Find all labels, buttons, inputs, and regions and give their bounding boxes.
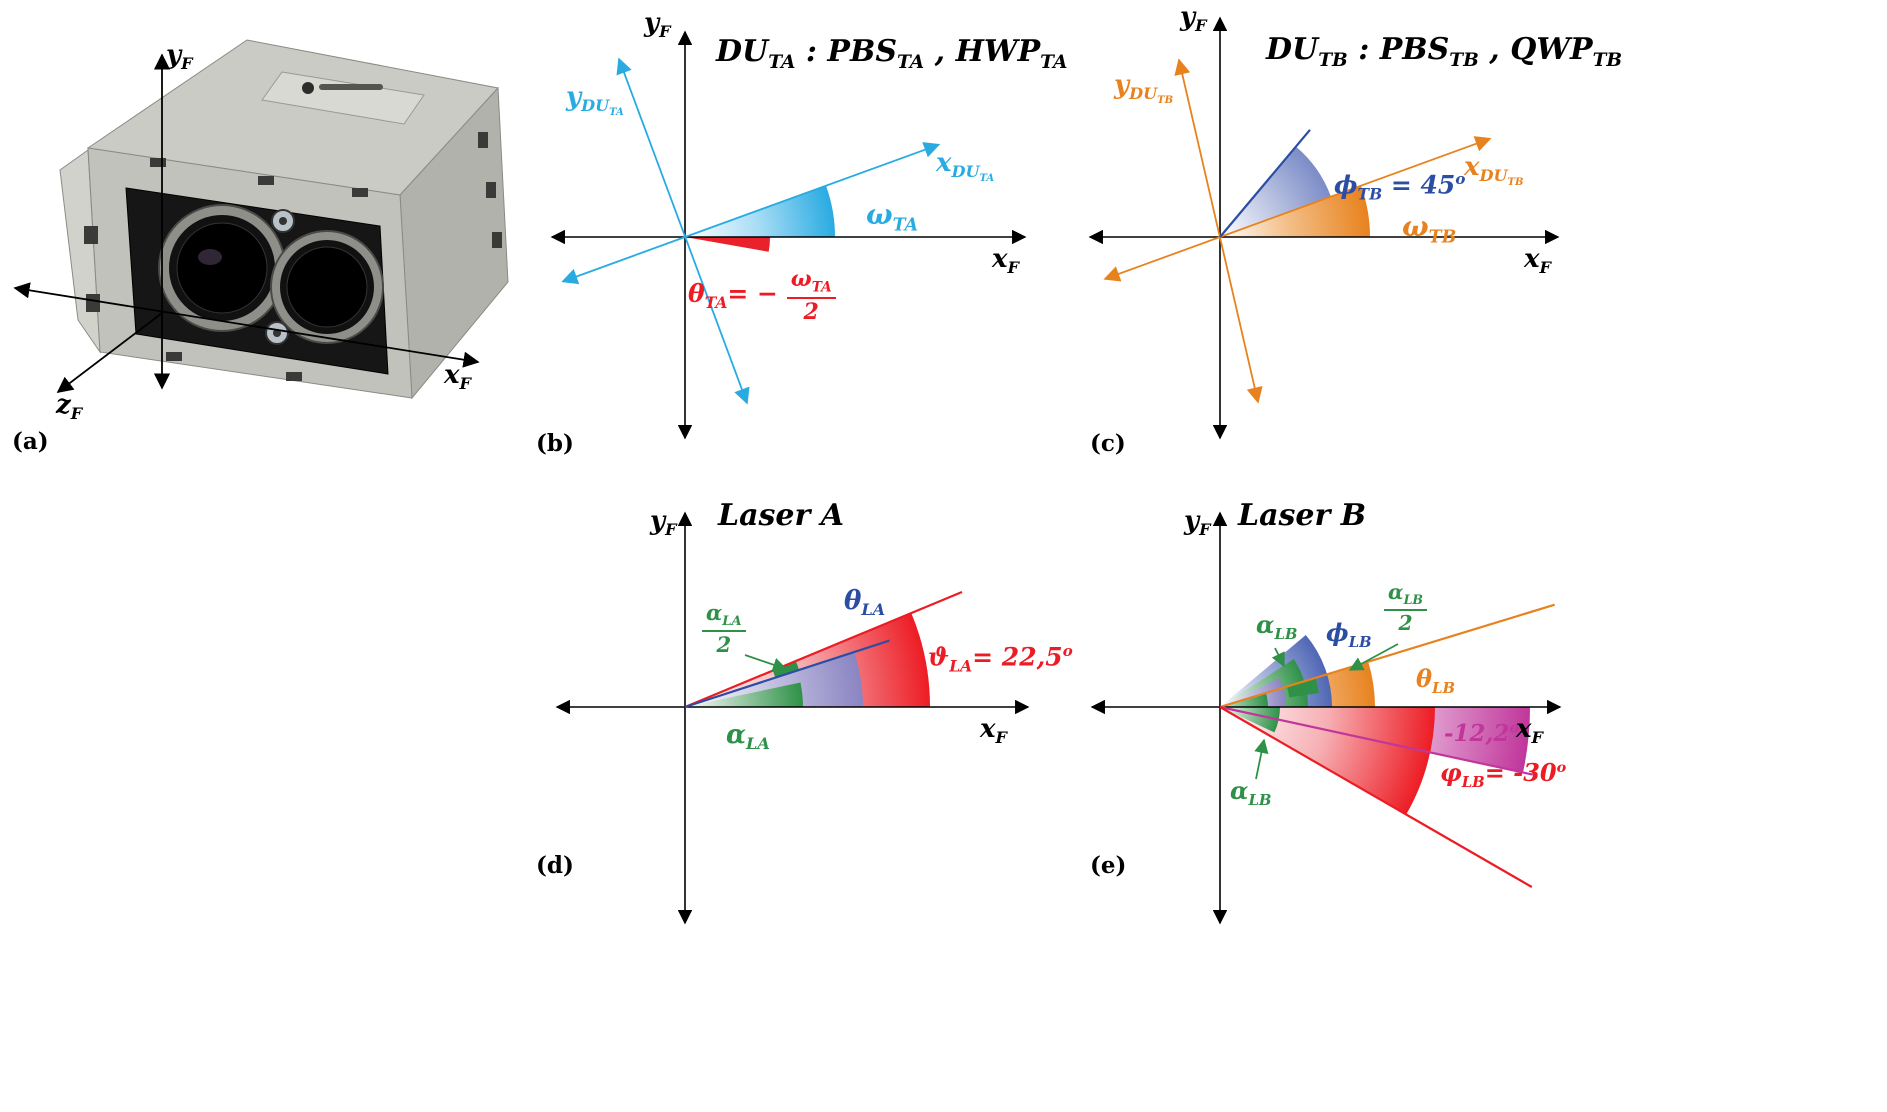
alpha-lb-below-wedge [1220, 707, 1280, 733]
panel-d-title: Laser A [718, 498, 845, 533]
lens-left [158, 204, 286, 332]
device-top-plate [261, 71, 425, 125]
panel-tag-b: (b) [536, 430, 574, 457]
label-a-x-axis: xF [444, 360, 471, 394]
label-e-minus-12-2: -12,2o [1444, 720, 1519, 747]
label-e-alpha-lb-top: αLB [1256, 610, 1298, 643]
label-d-x-f: xF [980, 714, 1007, 748]
phi-lb-minus30-wedge [1220, 707, 1435, 815]
label-d-vartheta-la: ϑLA= 22,5o [928, 642, 1073, 676]
panel-e-axes [1090, 511, 1562, 925]
alpha-la-half-arrow [744, 654, 788, 672]
label-d-theta-la: θLA [844, 586, 886, 620]
panel-e-annotation-arrows [1254, 643, 1399, 780]
label-a-z-axis: zF [56, 390, 83, 424]
label-e-phi-lb-minus30: φLB= -30o [1440, 758, 1567, 791]
panel-c-title: DUTB : PBSTB , QWPTB [1266, 32, 1623, 71]
label-d-alpha-la-half: αLA 2 [702, 602, 746, 655]
label-c-x-f: xF [1524, 244, 1551, 278]
lens-right [270, 230, 384, 344]
device-render [59, 39, 509, 400]
panel-d-axes [555, 511, 1030, 925]
panel-tag-e: (e) [1090, 852, 1127, 879]
theta-lb-line [1219, 603, 1556, 709]
label-c-y-f: yF [1180, 2, 1207, 36]
label-e-y-f: yF [1184, 506, 1211, 540]
panel-tag-d: (d) [536, 852, 574, 879]
alpha-lb-half-sliver [1286, 677, 1319, 698]
panel-b-wedges [685, 185, 835, 252]
label-b-omega-ta: ωTA [866, 198, 919, 236]
label-b-x-f: xF [992, 244, 1019, 278]
label-c-omega-tb: ωTB [1402, 210, 1457, 248]
label-c-y-du-tb: yDUTB [1114, 70, 1174, 107]
alpha-lb-wedge [1220, 659, 1308, 707]
plate-logo-icon [302, 82, 314, 94]
label-e-alpha-lb-bottom: αLB [1230, 776, 1272, 809]
panel-c-du-axes [1103, 58, 1492, 404]
phi-tb-45-line [1219, 129, 1311, 238]
panel-tag-c: (c) [1090, 430, 1126, 457]
theta-la-line [684, 639, 890, 709]
label-e-phi-lb-top: ϕLB [1326, 618, 1372, 651]
phi-lb-minus30-line [1219, 706, 1533, 888]
panel-a-axes [13, 53, 480, 393]
label-d-y-f: yF [650, 506, 677, 540]
label-b-y-f: yF [644, 8, 671, 42]
inner-lavender-wedge [1220, 678, 1286, 707]
label-d-alpha-la: αLA [726, 720, 770, 754]
label-b-y-du-ta: yDUTA [566, 82, 624, 119]
label-b-theta-ta: θTA= − ωTA 2 [688, 268, 836, 323]
theta-ta-wedge [685, 237, 770, 252]
label-e-alpha-lb-half: αLB 2 [1384, 582, 1427, 633]
panel-b-du-axes [561, 57, 941, 405]
label-a-y-axis: yF [166, 40, 193, 74]
vartheta-la-line [684, 590, 963, 709]
label-c-x-du-tb: xDUTB [1464, 152, 1524, 189]
label-b-x-du-ta: xDUTA [936, 148, 995, 185]
panel-b-title: DUTA : PBSTA , HWPTA [716, 34, 1068, 73]
label-e-theta-lb: θLB [1416, 664, 1456, 697]
label-c-phi-tb: ϕTB = 45o [1334, 170, 1466, 204]
panel-tag-a: (a) [12, 428, 49, 455]
label-e-x-f: xF [1516, 714, 1543, 748]
vartheta-la-wedge [685, 613, 931, 707]
panel-e-title: Laser B [1238, 498, 1367, 533]
minus-12-2-line [1219, 705, 1534, 776]
